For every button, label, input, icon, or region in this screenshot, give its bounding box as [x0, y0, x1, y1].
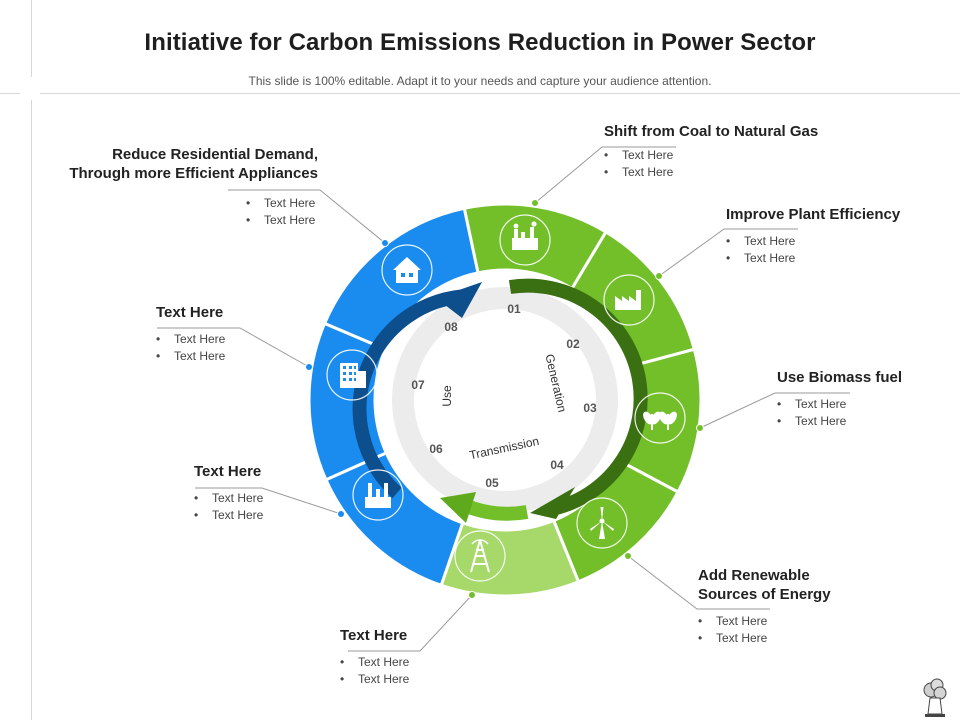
- block-left-lower-item: Text Here: [194, 490, 354, 507]
- leader-dot-8: [381, 239, 389, 247]
- block-coal-to-gas-heading: Shift from Coal to Natural Gas: [604, 123, 819, 140]
- inner-ring: [392, 287, 618, 513]
- leader-line-4: [627, 555, 770, 610]
- block-left-lower-heading: Text Here: [194, 463, 262, 480]
- leader-line-2: [658, 228, 798, 277]
- block-bottom-item: Text Here: [340, 671, 500, 688]
- frame-divider-horizontal-left: [0, 93, 20, 94]
- block-residential: Reduce Residential Demand, Through more …: [28, 145, 318, 229]
- block-renewable-heading-line1: Add Renewable: [698, 567, 810, 584]
- block-residential-heading-line2: Through more Efficient Appliances: [69, 165, 318, 182]
- leader-dot-2: [655, 272, 663, 280]
- block-coal-to-gas: Shift from Coal to Natural Gas Text Here…: [604, 122, 864, 181]
- block-left-middle: Text Here Text Here Text Here: [156, 303, 316, 365]
- block-left-middle-item: Text Here: [156, 331, 316, 348]
- block-coal-to-gas-item: Text Here: [604, 147, 864, 164]
- block-bottom-item: Text Here: [340, 654, 500, 671]
- house-icon: [381, 244, 433, 296]
- leader-dot-3: [696, 424, 704, 432]
- frame-divider-horizontal: [40, 93, 960, 94]
- leader-dot-1: [531, 199, 539, 207]
- transmission-arc: [461, 498, 529, 521]
- block-residential-item: Text Here: [246, 212, 318, 229]
- block-renewable-item: Text Here: [698, 613, 918, 630]
- block-biomass: Use Biomass fuel Text Here Text Here: [777, 368, 957, 430]
- block-left-middle-heading: Text Here: [156, 304, 224, 321]
- ring-number-05: 05: [485, 476, 499, 490]
- block-coal-to-gas-item: Text Here: [604, 164, 864, 181]
- frame-divider-vertical: [31, 0, 32, 77]
- block-plant-efficiency-item: Text Here: [726, 250, 946, 267]
- generation-arc: [508, 278, 648, 515]
- factory-roof-icon: [603, 274, 655, 326]
- block-biomass-item: Text Here: [777, 396, 957, 413]
- block-plant-efficiency-heading: Improve Plant Efficiency: [726, 206, 901, 223]
- block-residential-heading-line1: Reduce Residential Demand,: [112, 146, 318, 163]
- frame-divider-vertical-lower: [31, 100, 32, 720]
- block-renewable-heading-line2: Sources of Energy: [698, 586, 831, 603]
- ring-numbers: 01 02 03 04 05 06 07 08: [411, 302, 597, 490]
- page-subtitle: This slide is 100% editable. Adapt it to…: [248, 74, 712, 88]
- ring-number-01: 01: [507, 302, 521, 316]
- block-left-lower: Text Here Text Here Text Here: [194, 462, 354, 524]
- biomass-plant-icon: [634, 392, 686, 444]
- block-plant-efficiency: Improve Plant Efficiency Text Here Text …: [726, 205, 946, 267]
- factory-icon: [499, 214, 551, 266]
- block-left-lower-item: Text Here: [194, 507, 354, 524]
- block-residential-item: Text Here: [246, 195, 318, 212]
- ring-number-06: 06: [429, 442, 443, 456]
- segment-icons: [326, 214, 686, 582]
- block-renewable-item: Text Here: [698, 630, 918, 647]
- block-bottom: Text Here Text Here Text Here: [340, 626, 500, 688]
- transmission-tower-icon: [454, 530, 506, 582]
- stage-use: Use: [440, 385, 454, 407]
- leader-line-8: [228, 189, 386, 244]
- block-renewable: Add Renewable Sources of Energy Text Her…: [698, 566, 918, 647]
- block-plant-efficiency-item: Text Here: [726, 233, 946, 250]
- office-building-icon: [326, 349, 378, 401]
- ring-number-03: 03: [583, 401, 597, 415]
- block-bottom-heading: Text Here: [340, 627, 408, 644]
- ring-number-02: 02: [566, 337, 580, 351]
- use-arrowhead: [436, 282, 482, 318]
- page-title: Initiative for Carbon Emissions Reductio…: [144, 29, 816, 56]
- transmission-arrowhead: [440, 492, 476, 523]
- leader-line-5: [348, 594, 473, 652]
- leader-dot-4: [624, 552, 632, 560]
- block-left-middle-item: Text Here: [156, 348, 316, 365]
- generation-arrowhead: [530, 487, 575, 519]
- leader-line-3: [699, 392, 850, 429]
- block-biomass-item: Text Here: [777, 413, 957, 430]
- leader-dot-5: [468, 591, 476, 599]
- use-arc: [352, 289, 471, 499]
- wind-turbine-icon: [576, 497, 628, 549]
- block-biomass-heading: Use Biomass fuel: [777, 369, 903, 386]
- inner-core: [417, 312, 593, 488]
- ring-segment-5: [439, 518, 581, 598]
- smokestack-logo-icon: [923, 678, 947, 717]
- ring-number-04: 04: [550, 458, 564, 472]
- ring-number-08: 08: [444, 320, 458, 334]
- ring-number-07: 07: [411, 378, 425, 392]
